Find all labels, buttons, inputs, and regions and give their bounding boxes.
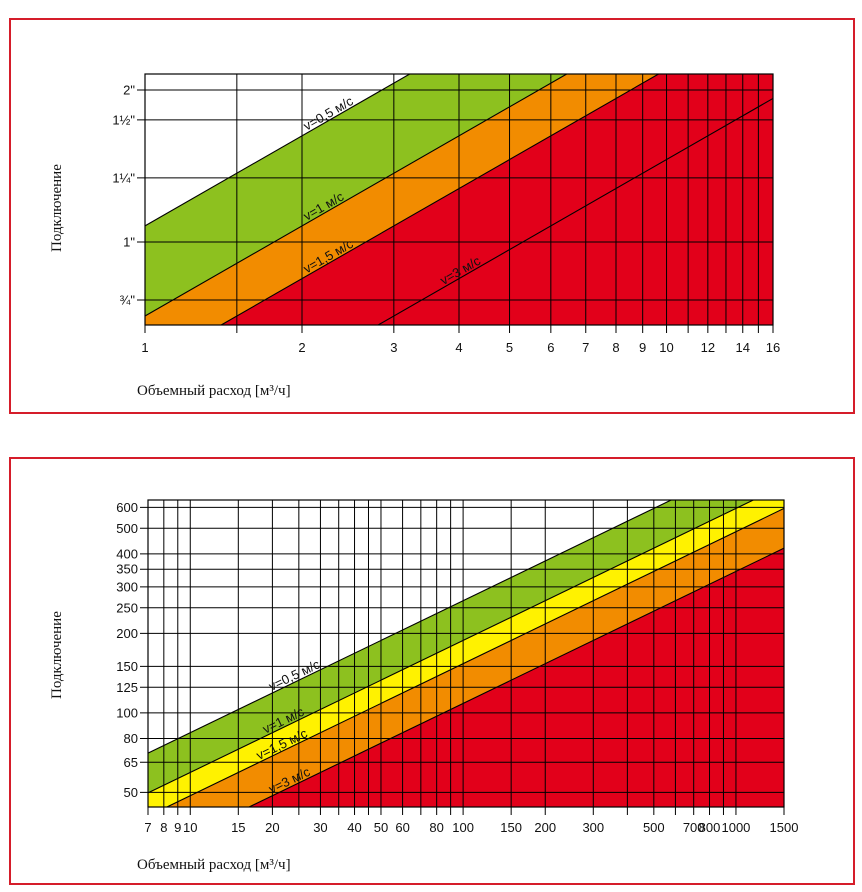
chart-flanged-connections: 7 8 9 10 15 20 30 40 50 60 80 100 150 200 300 500 700800…: [116, 499, 798, 835]
x-tick-label: 150: [500, 820, 522, 835]
x-tick-label: 60: [395, 820, 409, 835]
x-tick-label: 12: [701, 340, 715, 355]
x-tick-label: 7: [144, 820, 151, 835]
x-tick-label: 40: [347, 820, 361, 835]
velocity-line: [220, 73, 659, 326]
y-tick-label: 150: [116, 659, 138, 674]
velocity-line: [377, 97, 774, 326]
x-tick-label: 1500: [770, 820, 799, 835]
y-tick-label: 1¼": [112, 170, 135, 185]
y-tick-label: 300: [116, 579, 138, 594]
x-tick-label: 2: [298, 340, 305, 355]
x-tick-label: 5: [506, 340, 513, 355]
x-axis-title: Объемный расход [м³/ч]: [137, 857, 291, 873]
x-tick-label: 800: [699, 820, 721, 835]
x-tick-label: 9: [174, 820, 181, 835]
velocity-line: [144, 73, 411, 227]
velocity-line: [147, 499, 672, 754]
chart-threaded-connections: 1 2 3 4 5 6 7 8 9 10 12 14 16¾"1"1¼"1½"2"v=0,5 м/сv=…: [112, 73, 780, 355]
plot-frame: [144, 73, 774, 326]
y-tick-label: 80: [124, 731, 138, 746]
velocity-line: [166, 507, 785, 808]
band-1: [148, 500, 784, 807]
grid: [137, 74, 774, 333]
velocity-lines: [147, 499, 785, 808]
x-tick-label: 7: [582, 340, 589, 355]
velocity-line: [147, 499, 754, 794]
x-tick-labels: 7 8 9 10 15 20 30 40 50 60 80 100 150 200 300 500 700800…: [144, 820, 798, 835]
y-tick-label: 50: [124, 785, 138, 800]
y-tick-label: 250: [116, 600, 138, 615]
x-tick-label: 6: [547, 340, 554, 355]
x-tick-label: 100: [452, 820, 474, 835]
velocity-line: [144, 73, 568, 317]
plot-frame: [147, 499, 785, 808]
x-tick-label: 9: [639, 340, 646, 355]
velocity-bands: [148, 500, 785, 807]
x-tick-label: 8: [160, 820, 167, 835]
y-tick-label: 500: [116, 521, 138, 536]
band-1_5: [221, 74, 773, 325]
x-tick-label: 4: [455, 340, 462, 355]
chart-panel-threaded: 1 2 3 4 5 6 7 8 9 10 12 14 16 ¾" 1" 1¼" 1½" 2" v=0,5 м/с v=…: [9, 18, 855, 414]
y-tick-label: ¾": [120, 293, 136, 308]
y-tick-label: 600: [116, 500, 138, 515]
y-tick-labels: ¾" 1" 1¼" 1½" 2": [112, 83, 135, 308]
x-tick-label: 3: [390, 340, 397, 355]
x-tick-label: 1: [141, 340, 148, 355]
x-tick-label: 80: [429, 820, 443, 835]
x-tick-label: 10: [659, 340, 673, 355]
x-tick-label: 200: [534, 820, 556, 835]
y-tick-label: 350: [116, 562, 138, 577]
y-axis-title: Подключение: [49, 164, 65, 252]
y-tick-label: 100: [116, 705, 138, 720]
x-tick-label: 8: [612, 340, 619, 355]
y-tick-label: 125: [116, 680, 138, 695]
x-tick-label: 30: [313, 820, 327, 835]
x-tick-label: 300: [582, 820, 604, 835]
x-tick-label: 15: [231, 820, 245, 835]
x-tick-label: 700: [683, 820, 705, 835]
velocity-lines: [144, 73, 774, 326]
x-tick-label: 10: [183, 820, 197, 835]
y-tick-label: 1½": [112, 112, 135, 127]
x-tick-labels: 1 2 3 4 5 6 7 8 9 10 12 14 16: [141, 340, 780, 355]
x-tick-label: 500: [643, 820, 665, 835]
x-axis-title: Объемный расход [м³/ч]: [137, 383, 291, 399]
chart-panel-flanged: 7 8 9 10 15 20 30 40 50 60 80 100 150 200 300 500 700 800…: [9, 457, 855, 885]
y-tick-label: 65: [124, 755, 138, 770]
x-tick-label: 14: [736, 340, 750, 355]
x-tick-label: 50: [374, 820, 388, 835]
y-tick-label: 400: [116, 546, 138, 561]
y-tick-label: 1": [123, 235, 135, 250]
y-tick-label: 2": [123, 83, 135, 98]
velocity-line: [248, 547, 785, 808]
y-tick-label: 200: [116, 626, 138, 641]
x-tick-label: 1000: [721, 820, 750, 835]
x-tick-label: 20: [265, 820, 279, 835]
x-tick-label: 16: [766, 340, 780, 355]
band-1: [145, 74, 659, 325]
y-axis-title: Подключение: [49, 611, 65, 699]
